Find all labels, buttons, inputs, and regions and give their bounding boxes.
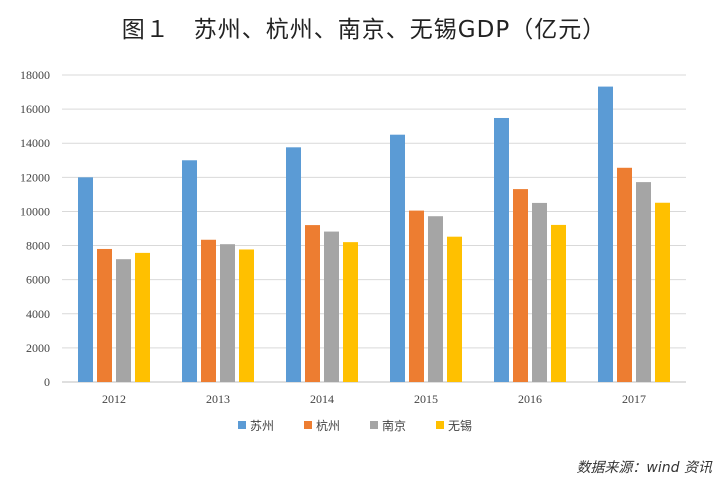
bar	[220, 244, 235, 382]
y-tick-label: 8000	[26, 239, 50, 253]
legend-swatch	[370, 421, 378, 429]
bar	[409, 210, 424, 382]
bar	[305, 225, 320, 382]
bar	[116, 259, 131, 382]
legend-label: 无锡	[448, 418, 472, 433]
bar	[182, 160, 197, 382]
y-tick-label: 12000	[20, 170, 50, 184]
bar	[239, 249, 254, 382]
legend-swatch	[436, 421, 444, 429]
y-tick-label: 4000	[26, 307, 50, 321]
bar	[201, 239, 216, 382]
legend-swatch	[238, 421, 246, 429]
bar	[428, 216, 443, 382]
bar	[655, 202, 670, 382]
bar	[343, 242, 358, 382]
y-tick-label: 16000	[20, 102, 50, 116]
y-tick-label: 14000	[20, 136, 50, 150]
bar	[78, 177, 93, 382]
legend-label: 苏州	[250, 419, 274, 433]
y-tick-label: 0	[44, 375, 50, 389]
bar	[636, 182, 651, 382]
bar	[324, 231, 339, 382]
x-tick-label: 2012	[102, 392, 126, 406]
y-tick-label: 2000	[26, 341, 50, 355]
chart-title: 图１ 苏州、杭州、南京、无锡GDP（亿元）	[121, 17, 607, 43]
bar	[135, 252, 150, 382]
bar	[447, 236, 462, 382]
bar	[617, 167, 632, 382]
bar	[513, 189, 528, 382]
legend-label: 南京	[382, 418, 406, 433]
y-tick-label: 6000	[26, 273, 50, 287]
bar	[286, 147, 301, 382]
x-tick-label: 2013	[206, 392, 230, 406]
x-tick-label: 2015	[414, 392, 438, 406]
bar	[97, 248, 112, 382]
legend-label: 杭州	[316, 418, 340, 433]
y-tick-label: 18000	[20, 68, 50, 82]
bar	[390, 134, 405, 382]
bar	[532, 202, 547, 382]
bar	[551, 224, 566, 382]
bar	[598, 86, 613, 382]
data-source-note: 数据来源：wind 资讯	[576, 460, 712, 476]
x-tick-label: 2014	[310, 392, 334, 406]
legend-swatch	[304, 421, 312, 429]
bar	[494, 117, 509, 382]
x-tick-label: 2017	[622, 392, 646, 406]
y-tick-label: 10000	[20, 204, 50, 218]
x-tick-label: 2016	[518, 392, 542, 406]
